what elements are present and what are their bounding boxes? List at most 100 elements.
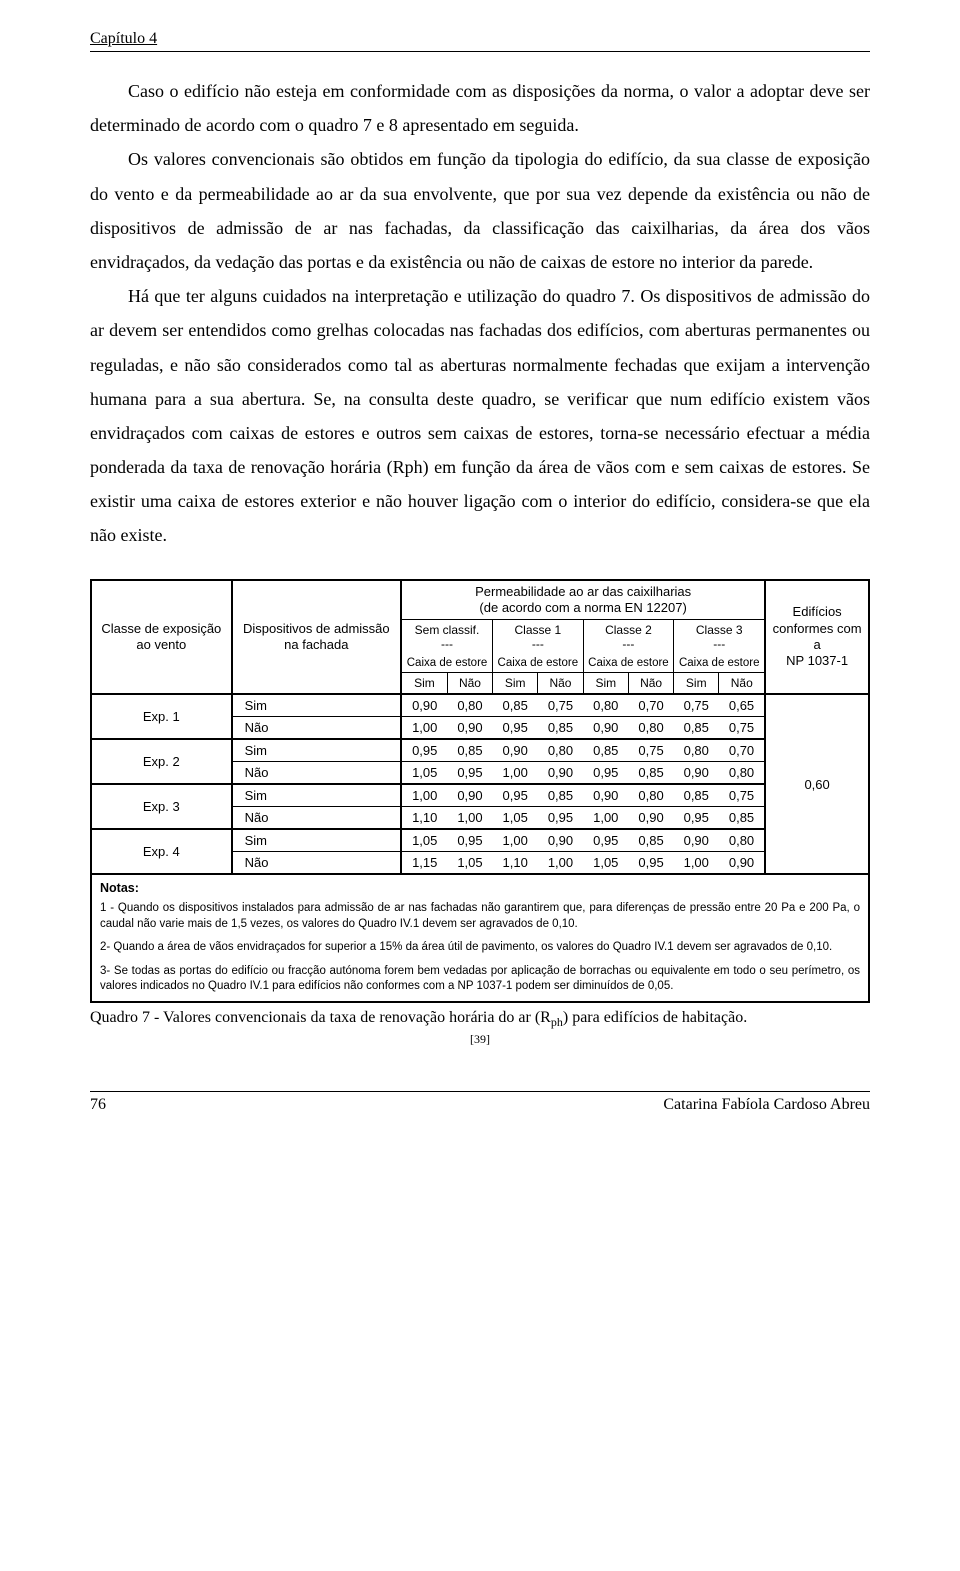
footer-rule xyxy=(90,1091,870,1092)
cell-val: 0,90 xyxy=(493,739,538,762)
hdr-classe: Classe 2 --- xyxy=(583,620,674,655)
cell-val: 0,85 xyxy=(719,807,765,830)
cell-val: 0,80 xyxy=(583,694,628,717)
cell-val: 0,80 xyxy=(447,694,492,717)
dash: --- xyxy=(622,637,634,651)
cell-val: 0,85 xyxy=(538,784,583,807)
cell-disp: Não xyxy=(232,807,401,830)
cell-val: 1,05 xyxy=(401,762,447,785)
cell-exp: Exp. 3 xyxy=(92,784,232,829)
cell-val: 1,00 xyxy=(674,852,719,875)
hdr-classe: Classe 1 --- xyxy=(493,620,584,655)
cell-val: 0,90 xyxy=(447,717,492,740)
cell-val: 0,85 xyxy=(447,739,492,762)
hdr-permeabilidade: Permeabilidade ao ar das caixilharias (d… xyxy=(401,581,765,620)
cell-exp: Exp. 2 xyxy=(92,739,232,784)
cell-val: 0,90 xyxy=(401,694,447,717)
author-name: Catarina Fabíola Cardoso Abreu xyxy=(663,1096,870,1114)
cell-val: 1,00 xyxy=(401,784,447,807)
cell-val: 0,70 xyxy=(628,694,673,717)
nota: 2- Quando a área de vãos envidraçados fo… xyxy=(92,938,868,962)
cell-disp: Sim xyxy=(232,694,401,717)
cell-val: 0,80 xyxy=(538,739,583,762)
hdr-sim: Sim xyxy=(493,673,538,695)
cell-val: 0,80 xyxy=(674,739,719,762)
dash: --- xyxy=(532,637,544,651)
cell-disp: Não xyxy=(232,852,401,875)
cell-val: 0,85 xyxy=(674,784,719,807)
cell-val: 0,90 xyxy=(583,717,628,740)
hdr-sim: Sim xyxy=(674,673,719,695)
cell-val: 1,05 xyxy=(401,829,447,852)
quadro-7: Classe de exposição ao vento Dispositivo… xyxy=(90,579,870,1003)
hdr-classe-exposicao: Classe de exposição ao vento xyxy=(92,581,232,695)
page-footer: 76 Catarina Fabíola Cardoso Abreu xyxy=(90,1096,870,1114)
cell-val: 0,90 xyxy=(447,784,492,807)
chapter-label: Capítulo 4 xyxy=(90,30,870,49)
cell-val: 1,00 xyxy=(447,807,492,830)
dash: --- xyxy=(713,637,725,651)
cell-val: 0,90 xyxy=(538,829,583,852)
cell-val: 1,10 xyxy=(493,852,538,875)
paragraph: Caso o edifício não esteja em conformida… xyxy=(90,74,870,142)
hdr-classe: Sem classif. --- xyxy=(401,620,493,655)
label: Sem classif. xyxy=(415,623,480,637)
cell-val: 0,65 xyxy=(719,694,765,717)
cell-val: 0,90 xyxy=(538,762,583,785)
cell-disp: Sim xyxy=(232,784,401,807)
hdr-conformes: Edifícios conformes com a NP 1037-1 xyxy=(765,581,868,695)
cell-val: 1,00 xyxy=(493,762,538,785)
cell-val: 0,85 xyxy=(583,739,628,762)
cell-val: 0,90 xyxy=(719,852,765,875)
notas-label: Notas: xyxy=(92,874,868,899)
cell-val: 0,95 xyxy=(628,852,673,875)
hdr-nao: Não xyxy=(538,673,583,695)
cell-exp: Exp. 1 xyxy=(92,694,232,739)
cell-val: 0,80 xyxy=(628,784,673,807)
cell-val: 0,90 xyxy=(583,784,628,807)
paragraph: Os valores convencionais são obtidos em … xyxy=(90,142,870,279)
cell-val: 0,95 xyxy=(447,829,492,852)
table-caption: Quadro 7 - Valores convencionais da taxa… xyxy=(90,1009,870,1030)
hdr-perm-l2: (de acordo com a norma EN 12207) xyxy=(479,600,686,615)
cell-val: 0,75 xyxy=(538,694,583,717)
cell-disp: Não xyxy=(232,717,401,740)
hdr-conf-l2: conformes com a xyxy=(773,621,862,652)
cell-val: 0,95 xyxy=(538,807,583,830)
body-text: Caso o edifício não esteja em conformida… xyxy=(90,74,870,553)
hdr-perm-l1: Permeabilidade ao ar das caixilharias xyxy=(475,584,691,599)
cell-val: 0,85 xyxy=(538,717,583,740)
hdr-caixa-estore: Caixa de estore xyxy=(583,654,674,673)
cell-val: 0,85 xyxy=(628,762,673,785)
hdr-classe: Classe 3 --- xyxy=(674,620,766,655)
nota: 3- Se todas as portas do edifício ou fra… xyxy=(92,962,868,1001)
hdr-caixa-estore: Caixa de estore xyxy=(493,654,584,673)
label: Classe 1 xyxy=(514,623,561,637)
cell-val: 0,95 xyxy=(493,784,538,807)
cell-val: 1,05 xyxy=(447,852,492,875)
cell-val: 1,15 xyxy=(401,852,447,875)
label: Classe 2 xyxy=(605,623,652,637)
hdr-conf-l3: NP 1037-1 xyxy=(786,653,848,668)
cell-disp: Sim xyxy=(232,829,401,852)
cell-val: 0,80 xyxy=(719,762,765,785)
hdr-sim: Sim xyxy=(583,673,628,695)
header-rule xyxy=(90,51,870,52)
caption-sub: ph xyxy=(551,1015,563,1029)
cell-val: 0,90 xyxy=(674,762,719,785)
cell-val: 1,00 xyxy=(583,807,628,830)
cell-val: 0,95 xyxy=(583,829,628,852)
cell-exp: Exp. 4 xyxy=(92,829,232,874)
hdr-nao: Não xyxy=(447,673,492,695)
caption-prefix: Quadro 7 - Valores convencionais da taxa… xyxy=(90,1009,551,1026)
cell-conformes: 0,60 xyxy=(765,694,868,874)
cell-val: 0,95 xyxy=(493,717,538,740)
cell-val: 1,10 xyxy=(401,807,447,830)
hdr-nao: Não xyxy=(719,673,765,695)
dash: --- xyxy=(441,637,453,651)
page-number: 76 xyxy=(90,1096,106,1114)
cell-val: 1,00 xyxy=(401,717,447,740)
hdr-sim: Sim xyxy=(401,673,447,695)
cell-val: 0,95 xyxy=(401,739,447,762)
cell-val: 0,85 xyxy=(628,829,673,852)
